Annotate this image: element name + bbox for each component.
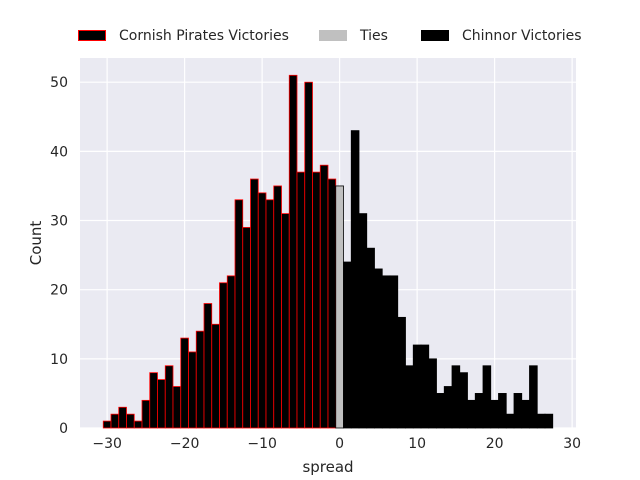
chinnor-bar: [350, 130, 360, 429]
cornish-pirates-bar: [327, 178, 337, 429]
legend-label-chinnor: Chinnor Victories: [462, 28, 582, 44]
cornish-pirates-bar: [164, 365, 174, 429]
x-tick-label: −20: [170, 436, 200, 452]
y-tick-label: 40: [50, 144, 68, 160]
cornish-pirates-bar: [188, 351, 197, 429]
legend-label-ties: Ties: [360, 28, 388, 44]
ties-bar: [335, 185, 344, 429]
y-tick-label: 10: [50, 352, 68, 368]
bars: [102, 74, 554, 429]
chinnor-bar: [513, 393, 523, 429]
chinnor-bar: [405, 365, 414, 429]
cornish-pirates-bar: [265, 199, 275, 429]
chinnor-bar: [436, 393, 445, 429]
cornish-pirates-bar: [226, 275, 236, 429]
chinnor-bar: [536, 413, 546, 429]
legend: Cornish Pirates Victories Ties Chinnor V…: [0, 22, 640, 50]
y-tick-label: 30: [50, 214, 68, 230]
cornish-pirates-bar: [126, 413, 135, 429]
cornish-pirates-bar: [304, 81, 313, 429]
chinnor-bar: [358, 213, 368, 429]
chinnor-bar: [498, 393, 507, 429]
y-tick-label: 50: [50, 75, 68, 91]
y-tick-label: 20: [50, 283, 68, 299]
x-tick-label: 20: [486, 436, 504, 452]
cornish-pirates-bar: [195, 330, 205, 429]
cornish-pirates-bar: [234, 199, 244, 429]
cornish-pirates-bar: [157, 379, 166, 429]
cornish-pirates-bar: [281, 213, 290, 429]
cornish-pirates-bar: [172, 386, 182, 429]
chinnor-bar: [397, 316, 406, 429]
x-tick-label: 0: [335, 436, 344, 452]
legend-swatch-chinnor: [421, 30, 449, 41]
cornish-pirates-bar: [319, 164, 329, 429]
cornish-pirates-bar: [296, 171, 306, 429]
legend-label-cornish-pirates: Cornish Pirates Victories: [119, 28, 289, 44]
chinnor-bar: [428, 358, 437, 429]
x-tick-label: −10: [247, 436, 277, 452]
chinnor-bar: [366, 247, 375, 429]
chinnor-bar: [544, 413, 554, 429]
chinnor-bar: [467, 399, 476, 429]
chinnor-bar: [521, 399, 530, 429]
chinnor-bar: [374, 268, 383, 429]
cornish-pirates-bar: [288, 74, 298, 429]
legend-swatch-ties: [319, 30, 347, 41]
chinnor-bar: [389, 275, 399, 429]
cornish-pirates-bar: [149, 372, 158, 429]
chinnor-bar: [474, 393, 484, 429]
chinnor-bar: [381, 275, 391, 429]
chinnor-bar: [459, 372, 468, 429]
tick-labels: −30 −20 −10 0 10 20 30 0 10 20 30 40 50: [50, 75, 581, 452]
cornish-pirates-bar: [110, 413, 120, 429]
cornish-pirates-bar: [180, 337, 189, 429]
chinnor-bar: [529, 365, 538, 429]
chinnor-bar: [412, 344, 422, 429]
chinnor-bar: [451, 365, 461, 429]
cornish-pirates-bar: [133, 420, 143, 429]
chinnor-bar: [490, 399, 499, 429]
x-axis-label: spread: [302, 458, 353, 476]
cornish-pirates-bar: [273, 185, 282, 429]
cornish-pirates-bar: [118, 406, 127, 429]
legend-swatch-cornish-pirates: [78, 30, 106, 41]
y-axis-label: Count: [27, 221, 45, 266]
cornish-pirates-bar: [141, 399, 151, 429]
cornish-pirates-bar: [250, 178, 259, 429]
cornish-pirates-bar: [203, 303, 213, 429]
cornish-pirates-bar: [102, 420, 112, 429]
y-tick-label: 0: [59, 421, 68, 437]
cornish-pirates-bar: [219, 282, 228, 429]
chinnor-bar: [343, 261, 352, 429]
chinnor-bar: [482, 365, 492, 429]
cornish-pirates-bar: [242, 227, 251, 429]
cornish-pirates-bar: [211, 323, 220, 429]
cornish-pirates-bar: [257, 192, 267, 429]
x-tick-label: −30: [92, 436, 122, 452]
x-tick-label: 10: [408, 436, 426, 452]
chinnor-bar: [420, 344, 430, 429]
chinnor-bar: [505, 413, 515, 429]
chinnor-bar: [443, 386, 453, 429]
x-tick-label: 30: [563, 436, 581, 452]
cornish-pirates-bar: [312, 171, 321, 429]
